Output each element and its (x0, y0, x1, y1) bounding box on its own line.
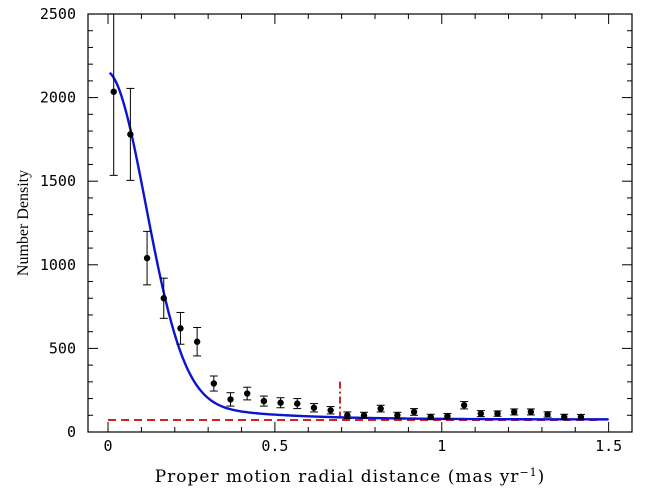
data-point (277, 399, 284, 406)
data-point (444, 412, 451, 420)
model-curve-group (108, 71, 609, 421)
data-point (510, 408, 518, 416)
x-axis-label-superscript: −1 (519, 466, 537, 479)
y-tick-label: 1500 (40, 172, 76, 190)
data-point (460, 402, 468, 409)
data-point (110, 88, 117, 95)
y-tick-label: 500 (49, 339, 76, 357)
x-axis-tick-labels: 0 0.5 1 1.5 (104, 437, 623, 455)
data-point (561, 413, 568, 421)
x-axis-ticks (107, 14, 610, 432)
data-point (143, 254, 151, 262)
plot-frame (87, 13, 633, 433)
x-tick-label: 0 (104, 437, 113, 455)
y-axis-tick-labels: 0 500 1000 1500 2000 2500 (40, 5, 76, 441)
data-point (127, 131, 134, 138)
data-point (243, 390, 251, 397)
y-tick-label: 0 (67, 423, 76, 441)
data-point (210, 380, 218, 387)
data-point (427, 413, 434, 421)
data-point (494, 410, 501, 417)
model-curve (108, 71, 609, 421)
data-point (160, 295, 167, 302)
x-axis-label-close: ) (538, 467, 546, 487)
y-axis-ticks (88, 13, 632, 433)
data-point (377, 405, 384, 412)
y-axis-label: Number Density (15, 170, 32, 276)
y-tick-label: 2000 (40, 89, 76, 107)
data-point (260, 397, 268, 405)
data-point (394, 412, 401, 419)
x-axis-label-main: Proper motion radial distance (mas yr (155, 467, 520, 487)
data-point (327, 407, 334, 414)
reference-lines (108, 378, 602, 421)
x-tick-label: 1 (437, 437, 446, 455)
x-axis-label: Proper motion radial distance (mas yr−1) (155, 466, 546, 487)
y-tick-label: 1000 (40, 256, 76, 274)
data-point (310, 404, 318, 411)
x-tick-label: 1.5 (595, 437, 622, 455)
data-point (360, 412, 368, 419)
x-tick-label: 0.5 (261, 437, 288, 455)
data-point (527, 408, 535, 416)
data-point (577, 413, 585, 421)
data-point (227, 396, 234, 403)
data-point (177, 325, 184, 332)
data-point (193, 338, 201, 345)
data-point (544, 411, 551, 418)
data-point (344, 412, 351, 419)
data-point (477, 410, 485, 417)
data-point (294, 400, 301, 407)
data-points (109, 14, 585, 421)
y-tick-label: 2500 (40, 5, 76, 23)
data-point (410, 408, 418, 416)
